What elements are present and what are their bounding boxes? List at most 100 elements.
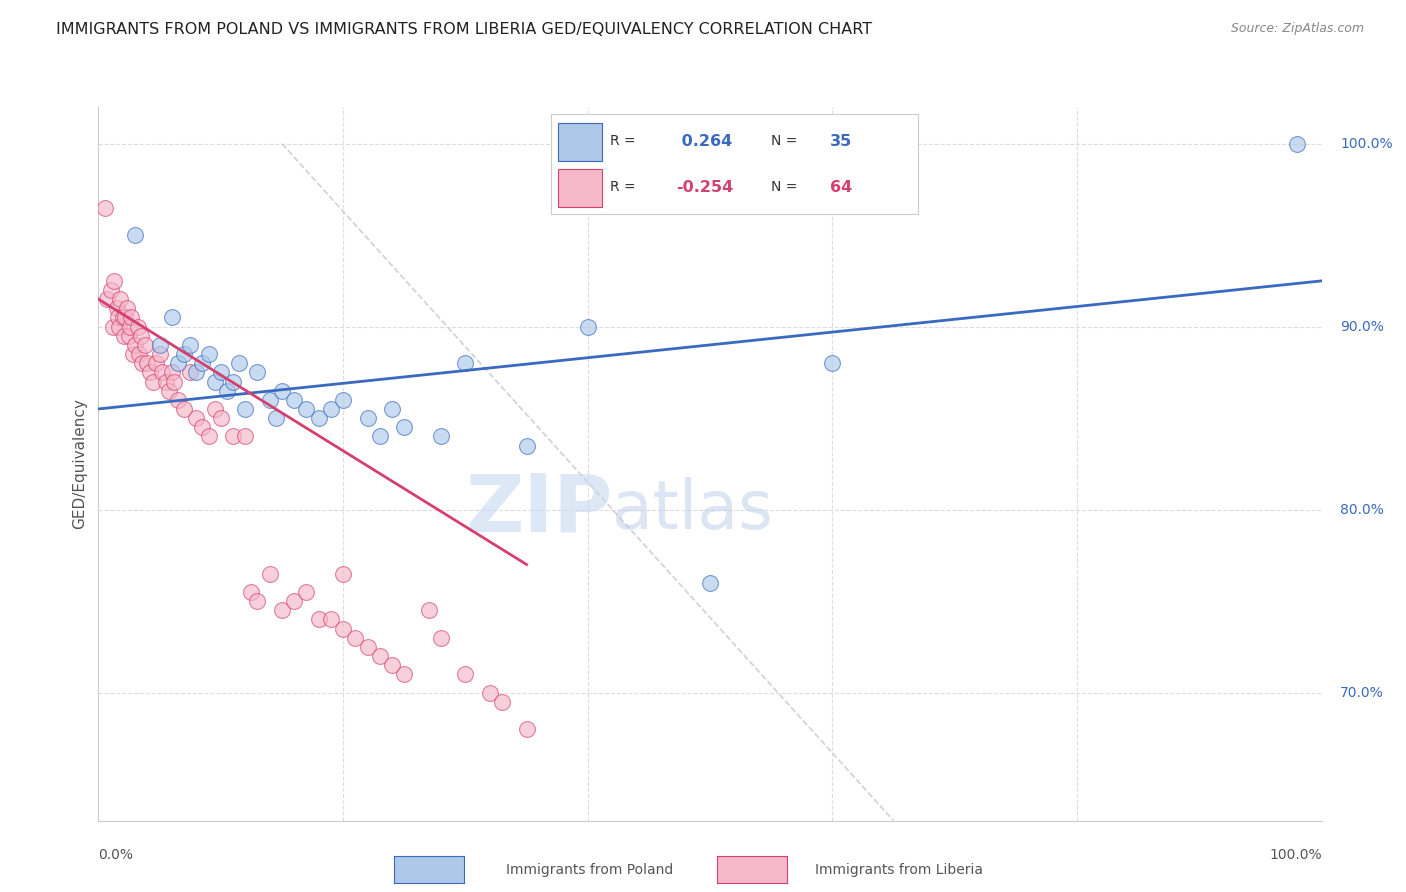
Text: Source: ZipAtlas.com: Source: ZipAtlas.com <box>1230 22 1364 36</box>
Point <box>454 356 477 370</box>
Point <box>191 356 214 370</box>
Point <box>197 347 219 361</box>
Point <box>233 429 256 443</box>
Point <box>222 429 245 443</box>
Point <box>155 375 177 389</box>
Point <box>264 411 287 425</box>
Point <box>368 429 391 443</box>
Point <box>576 319 599 334</box>
Point <box>120 310 142 325</box>
Point <box>100 283 122 297</box>
Point <box>105 301 128 316</box>
Point <box>516 722 538 736</box>
Point <box>332 566 354 581</box>
Point <box>160 310 183 325</box>
Point <box>108 319 131 334</box>
Point <box>209 411 232 425</box>
Point <box>107 310 129 325</box>
Point <box>356 411 378 425</box>
Point <box>308 612 330 626</box>
Point <box>295 585 318 599</box>
Point <box>332 622 354 636</box>
Point <box>233 401 256 416</box>
Point <box>308 411 330 425</box>
Point <box>209 365 232 379</box>
Point <box>392 420 416 434</box>
Point <box>149 338 172 352</box>
Point <box>150 365 173 379</box>
Point <box>139 365 162 379</box>
Point <box>124 338 146 352</box>
Point <box>418 603 440 617</box>
Point <box>478 685 501 699</box>
Point <box>93 201 115 215</box>
Point <box>167 356 190 370</box>
Text: 100.0%: 100.0% <box>1340 136 1392 151</box>
Text: ZIP: ZIP <box>465 471 612 549</box>
Point <box>121 347 143 361</box>
Text: 0.0%: 0.0% <box>98 848 134 862</box>
Point <box>246 365 269 379</box>
Point <box>1286 136 1309 151</box>
Point <box>179 365 201 379</box>
Point <box>110 292 132 306</box>
Point <box>129 328 152 343</box>
Point <box>821 356 844 370</box>
Point <box>344 631 367 645</box>
Point <box>186 365 208 379</box>
Point <box>103 274 125 288</box>
Point <box>240 585 263 599</box>
Point <box>124 228 146 243</box>
Point <box>356 640 378 654</box>
Point <box>114 310 136 325</box>
Point <box>101 319 124 334</box>
Point <box>131 356 153 370</box>
Point <box>127 319 149 334</box>
Text: Immigrants from Liberia: Immigrants from Liberia <box>815 863 983 877</box>
Point <box>283 392 305 407</box>
Y-axis label: GED/Equivalency: GED/Equivalency <box>72 399 87 529</box>
Point <box>167 392 190 407</box>
Point <box>381 401 404 416</box>
Point <box>173 401 195 416</box>
Point <box>136 356 159 370</box>
Point <box>319 401 342 416</box>
Point <box>134 338 156 352</box>
Point <box>215 384 238 398</box>
Point <box>118 328 141 343</box>
Point <box>160 365 183 379</box>
Text: 90.0%: 90.0% <box>1340 319 1384 334</box>
Point <box>283 594 305 608</box>
Point <box>142 375 165 389</box>
Point <box>96 292 118 306</box>
Point <box>204 375 226 389</box>
Point <box>381 658 404 673</box>
Point <box>157 384 180 398</box>
Point <box>128 347 150 361</box>
Point <box>270 384 294 398</box>
Point <box>179 338 201 352</box>
Point <box>204 401 226 416</box>
Point <box>430 631 453 645</box>
Point <box>145 356 167 370</box>
Point <box>430 429 453 443</box>
Text: IMMIGRANTS FROM POLAND VS IMMIGRANTS FROM LIBERIA GED/EQUIVALENCY CORRELATION CH: IMMIGRANTS FROM POLAND VS IMMIGRANTS FRO… <box>56 22 872 37</box>
Point <box>191 420 214 434</box>
Point <box>259 566 281 581</box>
Point <box>332 392 354 407</box>
Text: Immigrants from Poland: Immigrants from Poland <box>506 863 673 877</box>
Text: atlas: atlas <box>612 476 773 542</box>
Point <box>228 356 250 370</box>
Point <box>392 667 416 681</box>
Point <box>120 319 142 334</box>
Point <box>222 375 245 389</box>
Point <box>173 347 195 361</box>
Point <box>319 612 342 626</box>
Point <box>186 411 208 425</box>
Point <box>259 392 281 407</box>
Point <box>368 648 391 663</box>
Point <box>295 401 318 416</box>
Point <box>149 347 172 361</box>
Point <box>516 438 538 452</box>
Point <box>197 429 219 443</box>
